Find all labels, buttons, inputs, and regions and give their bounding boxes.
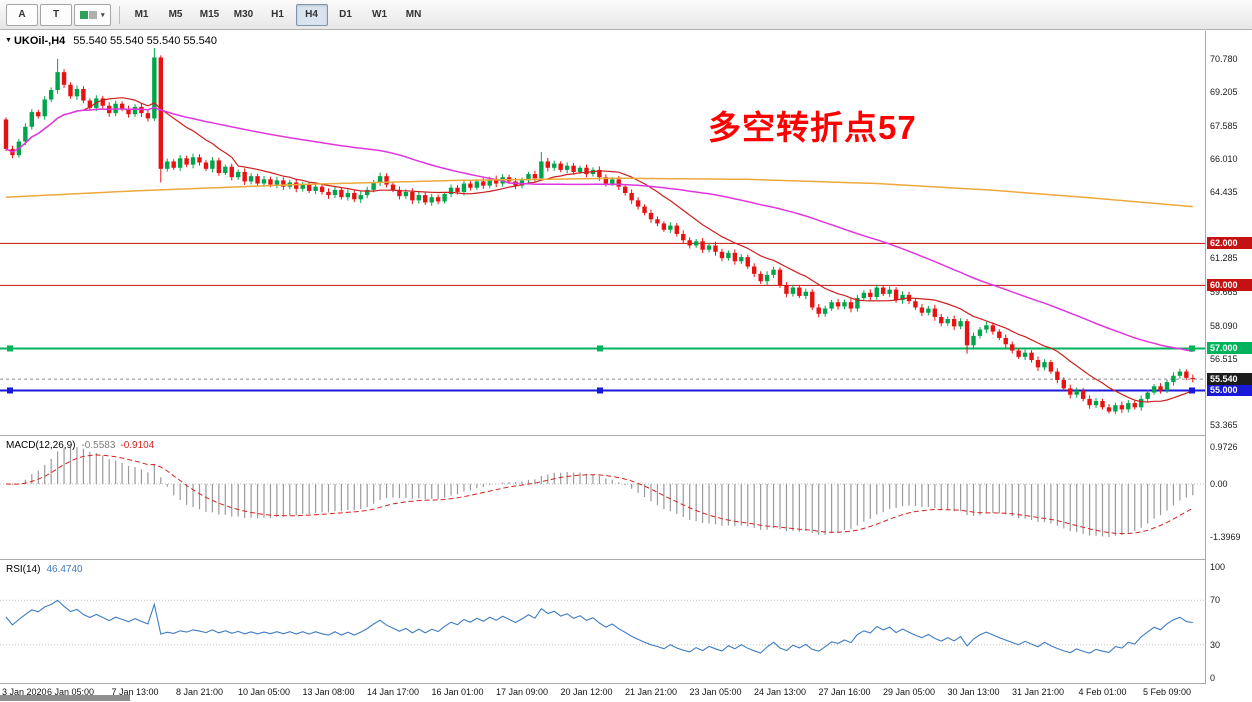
timeframe-button-m1[interactable]: M1 [134,9,149,20]
time-axis-label: 10 Jan 05:00 [237,687,291,697]
timeframe-button-m5[interactable]: M5 [168,9,183,20]
time-axis-label: 27 Jan 16:00 [818,687,871,697]
macd-label: MACD(12,26,9) -0.5583 -0.9104 [6,440,154,451]
symbol-period-label: UKOil-,H4 [13,35,66,47]
price-tick: 69.205 [1210,87,1238,98]
time-axis-label: 5 Feb 09:00 [1142,687,1192,697]
time-axis[interactable]: 3 Jan 2020 6 Jan 05:00 7 Jan 13:00 8 Jan 21… [0,684,1252,702]
time-axis-label: 13 Jan 08:00 [302,687,355,697]
rsi-tick: 100 [1210,562,1226,572]
price-tick: 61.285 [1210,253,1238,264]
horizontal-lines-layer[interactable] [0,242,1205,392]
tool-button-t[interactable]: T [40,3,72,26]
ohlc-values: 55.540 55.540 55.540 55.540 [73,35,218,47]
palette-icon [80,10,88,19]
current-price-badge: 55.540 [1207,373,1252,386]
time-axis-label: 7 Jan 13:00 [111,687,159,697]
rsi-value: 46.4740 [46,564,83,575]
rsi-line [5,599,1193,654]
price-badge-55.000: 55.000 [1207,384,1252,397]
time-axis-label: 24 Jan 13:00 [753,687,807,697]
macd-main-value: -0.5583 [81,440,116,451]
price-axis[interactable]: 70.780 69.205 67.585 66.010 64.435 61.285 59.6… [1205,31,1252,684]
hline-handle-57.000[interactable] [597,345,603,352]
price-badge-57.000: 57.000 [1207,342,1252,355]
candles-layer [3,48,1195,415]
hline-handle-55.000[interactable] [7,387,13,394]
rsi-name: RSI(14) [6,564,41,575]
rsi-canvas [0,599,1205,654]
pane-separator [0,683,1252,684]
chart-title: ▼ UKOil-,H4 55.540 55.540 55.540 55.540 [5,35,217,47]
rsi-tick: 30 [1210,639,1221,650]
chevron-down-icon: ▾ [101,11,105,19]
timeframe-button-h1[interactable]: H1 [271,9,284,20]
timeframe-toolbar: M1 M5 M15 M30 H1 H4 D1 W1 MN [126,3,432,26]
time-axis-label: 16 Jan 01:00 [431,687,484,697]
chart-annotation-text[interactable]: 多空转折点57 [708,109,917,146]
timeframe-button-m15[interactable]: M15 [199,9,220,20]
time-axis-label: 20 Jan 12:00 [560,687,613,697]
palette-icon [89,10,97,19]
time-axis-label: 31 Jan 21:00 [1011,687,1065,697]
price-tick: 64.435 [1210,187,1238,198]
chart-colors-dropdown-button[interactable]: ▾ [74,3,111,26]
time-axis-label: 21 Jan 21:00 [624,687,678,697]
price-tick: 66.010 [1210,154,1238,165]
macd-pane[interactable]: MACD(12,26,9) -0.5583 -0.9104 [0,436,1205,559]
price-tick: 70.780 [1210,53,1238,64]
price-badge-62.000: 62.000 [1207,237,1252,250]
hline-handle-57.000[interactable] [1189,345,1195,352]
price-tick: 59.665 [1210,287,1238,298]
time-axis-label: 14 Jan 17:00 [366,687,420,697]
timeframe-button-mn[interactable]: MN [405,9,422,20]
rsi-label: RSI(14) 46.4740 [6,564,83,575]
ma-orange-line [5,177,1193,208]
timeframe-button-d1[interactable]: D1 [339,9,352,20]
time-axis-label: 8 Jan 21:00 [175,687,224,697]
macd-canvas [0,447,1205,538]
macd-signal-value: -0.9104 [120,440,155,451]
hline-handle-55.000[interactable] [1189,387,1195,394]
time-axis-label: 23 Jan 05:00 [689,687,742,697]
macd-tick: -1.3969 [1210,532,1241,543]
pane-separator[interactable] [0,435,1252,436]
timeframe-button-m30[interactable]: M30 [233,9,254,20]
timeframe-button-w1[interactable]: W1 [372,9,388,20]
price-tick: 56.515 [1210,353,1238,364]
price-badge-60.000: 60.000 [1207,279,1252,292]
tool-button-a[interactable]: A [6,3,38,26]
macd-tick: 0.9726 [1210,442,1238,453]
main-chart-pane[interactable]: ▼ UKOil-,H4 55.540 55.540 55.540 55.540 多空… [0,31,1205,435]
macd-signal-line [5,454,1194,535]
price-tick: 58.090 [1210,320,1238,331]
rsi-tick: 70 [1210,595,1221,606]
main-chart-canvas[interactable] [0,31,1205,435]
time-axis-label: 17 Jan 09:00 [495,687,549,697]
toolbar-separator [118,5,120,24]
ma-magenta-line [5,106,1193,353]
hline-handle-57.000[interactable] [7,345,13,352]
price-tick: 53.365 [1210,419,1238,430]
rsi-tick: 0 [1210,673,1216,683]
rsi-pane[interactable]: RSI(14) 46.4740 [0,560,1205,683]
timeframe-button-h4[interactable]: H4 [295,3,328,26]
pane-separator[interactable] [0,559,1252,560]
macd-tick: 0.00 [1210,479,1228,489]
hline-handle-55.000[interactable] [597,387,603,394]
one-click-panel-arrow-icon[interactable]: ▼ [5,37,12,44]
price-tick: 67.585 [1210,121,1238,132]
time-axis-label: 3 Jan 2020 [2,687,47,697]
macd-histogram [11,447,1194,538]
time-axis-label: 4 Feb 01:00 [1078,687,1127,697]
time-axis-label: 6 Jan 05:00 [46,687,95,697]
horizontal-scrollbar-thumb[interactable] [0,695,130,701]
time-axis-label: 30 Jan 13:00 [947,687,1000,697]
macd-name: MACD(12,26,9) [6,440,76,451]
time-axis-label: 29 Jan 05:00 [882,687,936,697]
ma-red-line [5,97,1194,403]
